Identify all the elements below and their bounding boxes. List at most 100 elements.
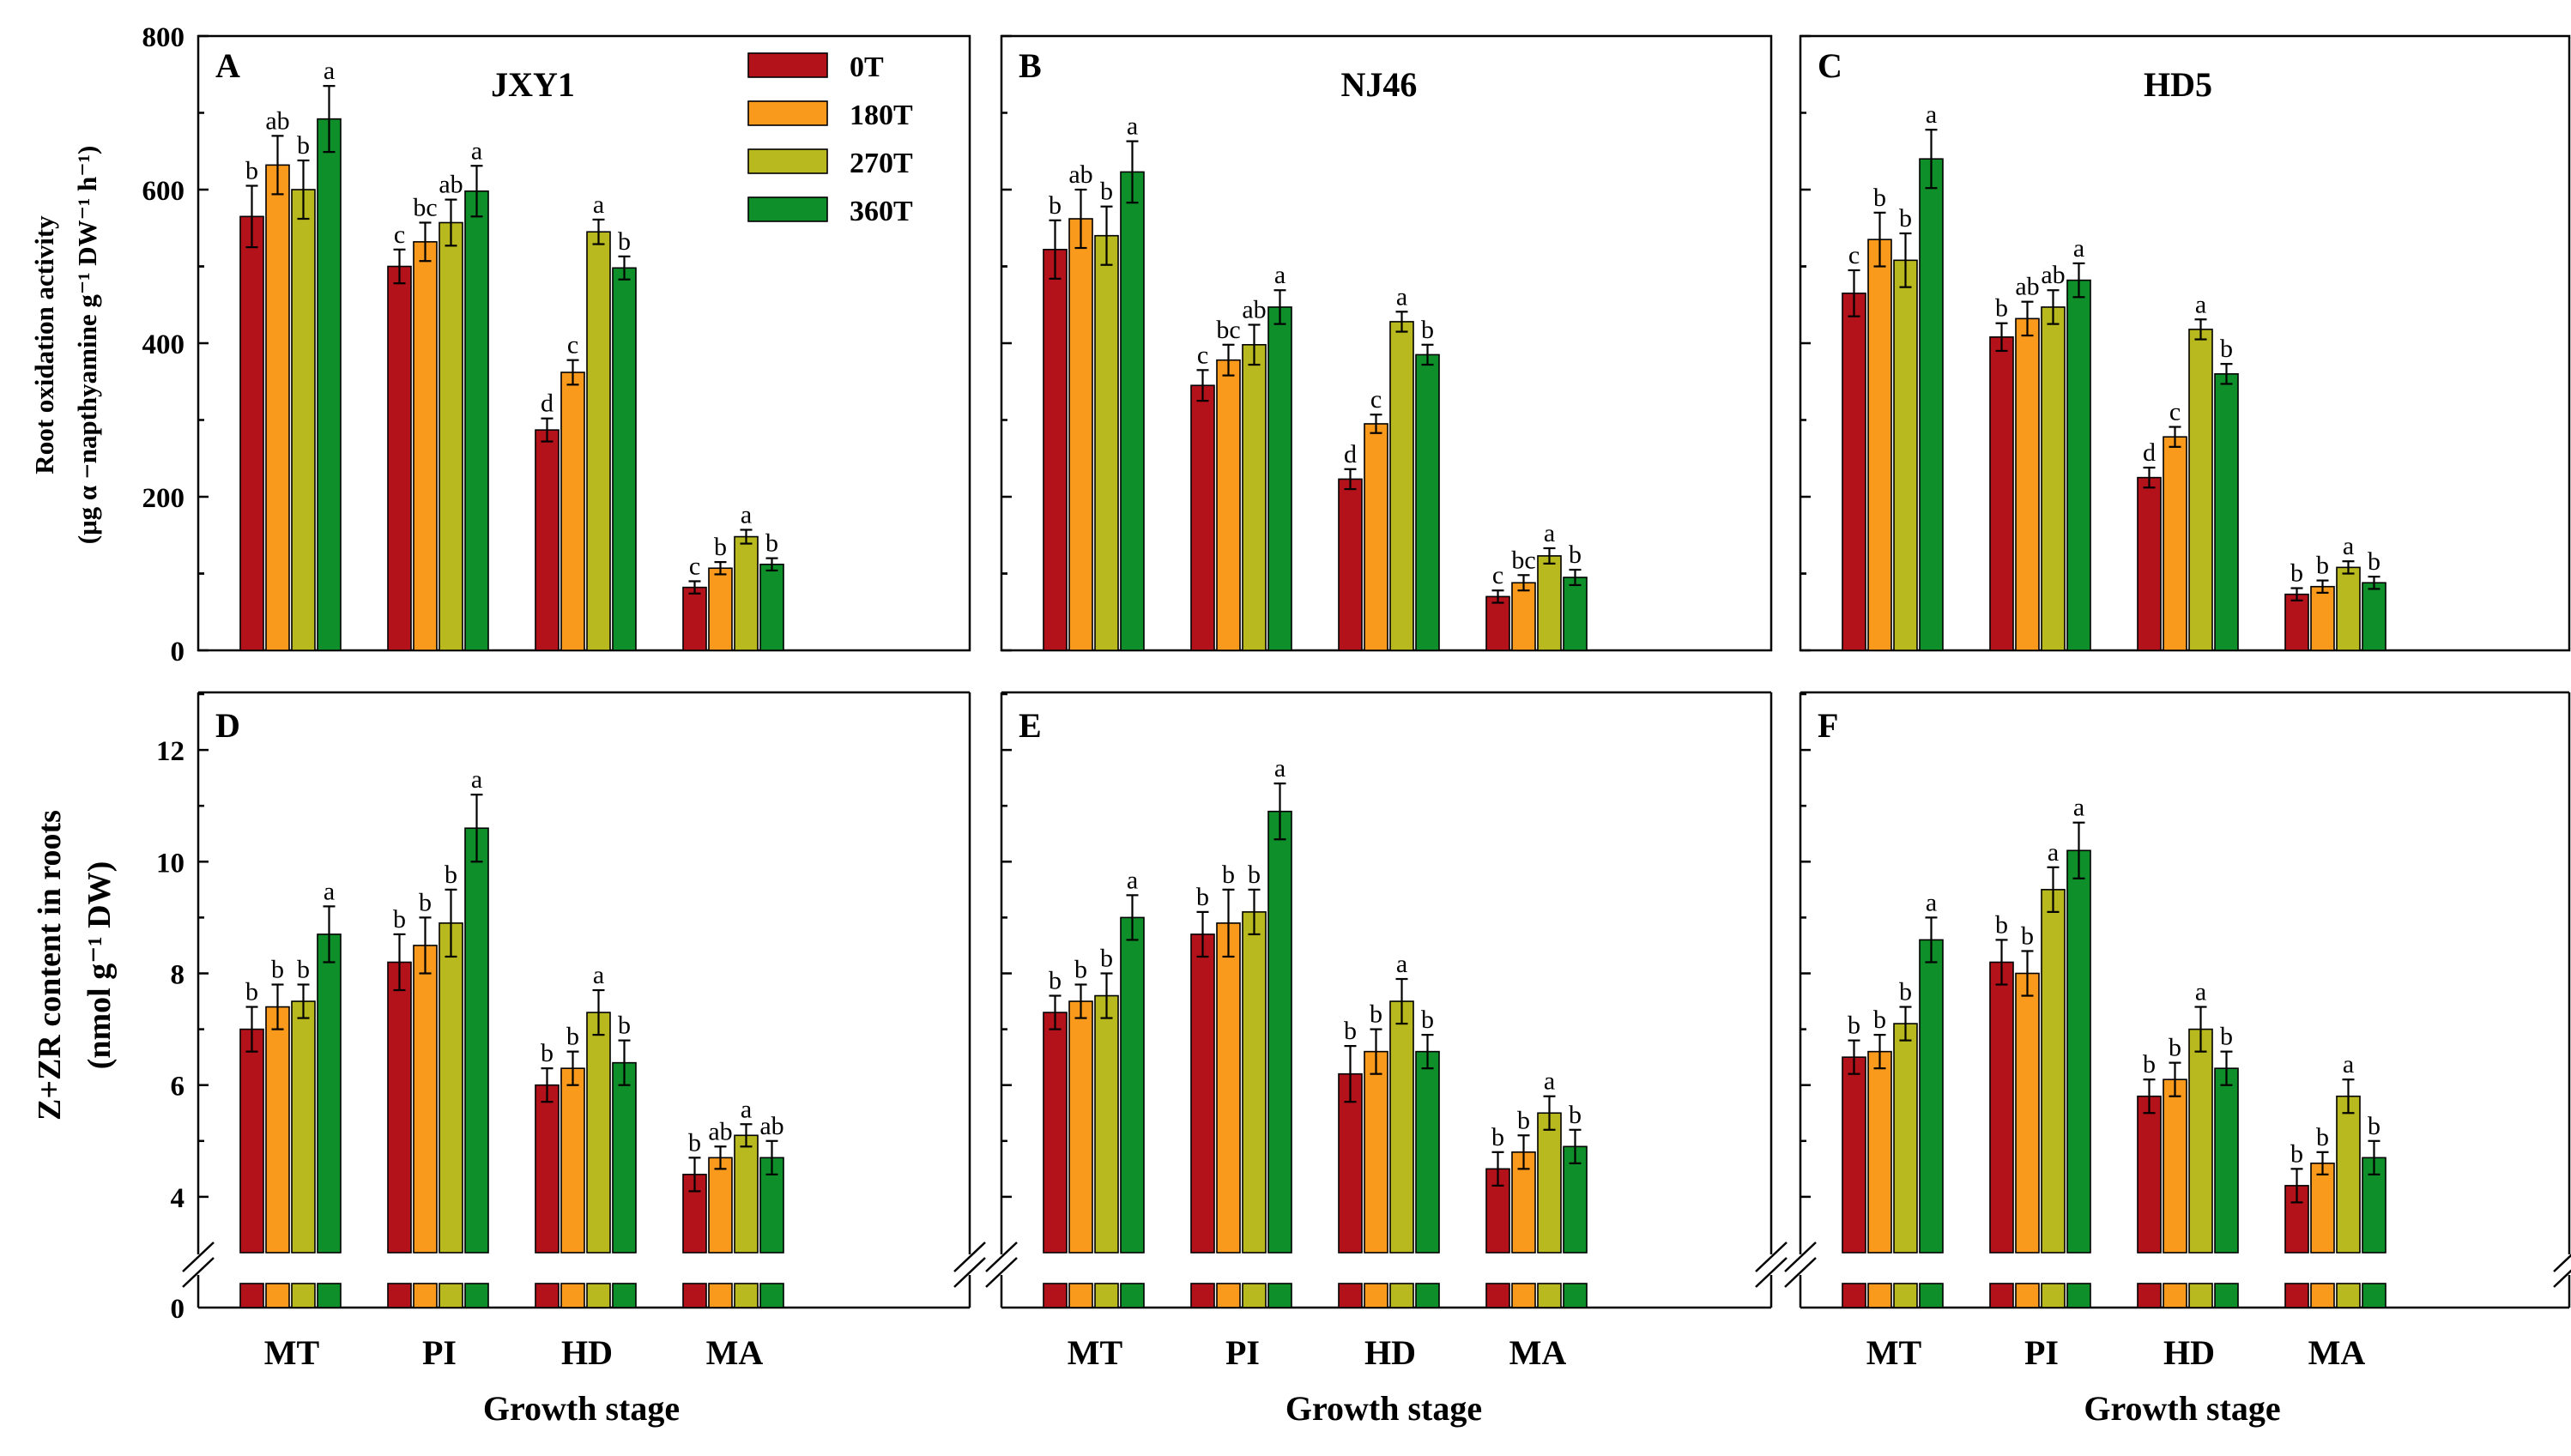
bar-180T-MT <box>1068 1000 1093 1254</box>
significance-letter: bc <box>413 193 437 221</box>
bar-stub-270T-MT <box>1893 1283 1918 1308</box>
significance-letter: b <box>541 1039 554 1067</box>
bar-270T-MT <box>1094 234 1119 651</box>
bar-360T-HD <box>612 1061 637 1254</box>
significance-letter: c <box>2169 398 2181 426</box>
bar-stub-180T-MA <box>708 1283 733 1308</box>
legend-swatch-0T <box>747 52 828 78</box>
bar-stub-180T-MT <box>1867 1283 1892 1308</box>
significance-letter: b <box>2169 1034 2181 1062</box>
panel-label: F <box>1818 706 1838 745</box>
x-category-label: HD <box>1364 1333 1416 1372</box>
significance-letter: b <box>1899 978 1912 1006</box>
bar-stub-270T-HD <box>2188 1283 2213 1308</box>
bar-0T-PI <box>1989 336 2014 651</box>
significance-letter: b <box>1569 541 1582 569</box>
significance-letter: a <box>2073 234 2084 263</box>
bar-360T-MT <box>1120 916 1145 1254</box>
bar-stub-0T-MA <box>682 1283 707 1308</box>
significance-letter: b <box>714 533 727 561</box>
bar-270T-MT <box>291 189 316 651</box>
axis-break-mark <box>985 1242 1018 1272</box>
significance-letter: a <box>1544 519 1555 547</box>
significance-letter: a <box>2343 1050 2354 1078</box>
legend-label-180T: 180T <box>850 100 913 131</box>
x-category-label: PI <box>2024 1333 2059 1372</box>
bar-180T-PI <box>2015 317 2040 651</box>
x-axis-label: Growth stage <box>2084 1389 2280 1428</box>
bar-270T-PI <box>2041 306 2066 651</box>
significance-letter: a <box>593 961 604 989</box>
bar-270T-PI <box>439 221 463 651</box>
significance-letter: b <box>618 1012 631 1040</box>
significance-letter: b <box>1100 178 1113 206</box>
bar-0T-HD <box>2137 476 2162 651</box>
significance-letter: b <box>1049 191 1062 220</box>
bar-180T-MA <box>2310 585 2335 651</box>
axis-break-mark <box>1755 1257 1788 1288</box>
x-category-label: MA <box>706 1333 764 1372</box>
significance-letter: a <box>324 57 335 85</box>
significance-letter: b <box>1873 1006 1886 1034</box>
y-tick-label: 600 <box>142 176 185 207</box>
significance-letter: b <box>2316 1123 2329 1151</box>
bar-360T-HD <box>612 267 637 651</box>
significance-letter: a <box>2073 794 2084 822</box>
bar-360T-MT <box>1919 939 1944 1254</box>
y-tick-label: 0 <box>171 1294 185 1325</box>
bar-stub-180T-PI <box>2015 1283 2040 1308</box>
significance-letter: a <box>593 190 604 219</box>
y-tick-label: 6 <box>171 1072 185 1103</box>
significance-letter: b <box>2143 1050 2156 1078</box>
y-axis-title-row2: Z+ZR content in roots (nmol g⁻¹ DW) <box>32 810 118 1121</box>
bar-0T-PI <box>387 265 412 651</box>
y-tick-label: 200 <box>142 483 185 514</box>
bar-0T-MA <box>1485 595 1510 651</box>
x-category-label: HD <box>561 1333 613 1372</box>
bar-270T-HD <box>2188 329 2213 651</box>
bar-0T-MT <box>239 215 264 651</box>
bar-stub-0T-MA <box>1485 1283 1510 1308</box>
bar-270T-HD <box>1389 1000 1414 1254</box>
bar-360T-MA <box>2362 582 2386 651</box>
significance-letter: a <box>1396 950 1407 978</box>
x-category-label: PI <box>1225 1333 1260 1372</box>
axis-break-mark <box>1784 1242 1817 1272</box>
bar-0T-HD <box>535 1084 560 1254</box>
panel-title: JXY1 <box>491 65 575 104</box>
bar-0T-PI <box>387 961 412 1254</box>
bar-270T-PI <box>1242 343 1267 651</box>
panel-label: D <box>215 706 240 745</box>
bar-0T-HD <box>2137 1095 2162 1254</box>
bar-stub-360T-PI <box>2066 1283 2091 1308</box>
bar-stub-270T-PI <box>439 1283 463 1308</box>
bar-stub-360T-MA <box>1563 1283 1588 1308</box>
bar-stub-270T-MA <box>1537 1283 1562 1308</box>
bar-0T-MA <box>682 586 707 651</box>
bar-stub-180T-MT <box>1068 1283 1093 1308</box>
bar-stub-180T-PI <box>413 1283 438 1308</box>
bar-180T-PI <box>1216 359 1241 651</box>
bar-270T-HD <box>586 1012 611 1254</box>
significance-letter: b <box>1222 861 1235 889</box>
bar-180T-HD <box>1364 423 1388 651</box>
significance-letter: a <box>2048 838 2059 867</box>
axis-break-mark <box>182 1257 215 1288</box>
bar-stub-360T-MT <box>1919 1283 1944 1308</box>
bar-180T-PI <box>2015 972 2040 1254</box>
bar-270T-MA <box>2336 1095 2361 1254</box>
bar-270T-HD <box>1389 321 1414 651</box>
bar-270T-MT <box>291 1000 316 1254</box>
bar-270T-MA <box>734 1134 759 1254</box>
x-category-label: MT <box>1068 1333 1123 1372</box>
significance-letter: b <box>1248 861 1261 889</box>
bar-stub-360T-HD <box>612 1283 637 1308</box>
bar-360T-MT <box>317 118 342 651</box>
bar-270T-PI <box>439 922 463 1254</box>
legend-swatch-180T <box>747 100 828 126</box>
significance-letter: b <box>765 529 778 558</box>
significance-letter: d <box>2143 438 2156 467</box>
bar-270T-PI <box>2041 889 2066 1254</box>
significance-letter: b <box>445 861 457 889</box>
